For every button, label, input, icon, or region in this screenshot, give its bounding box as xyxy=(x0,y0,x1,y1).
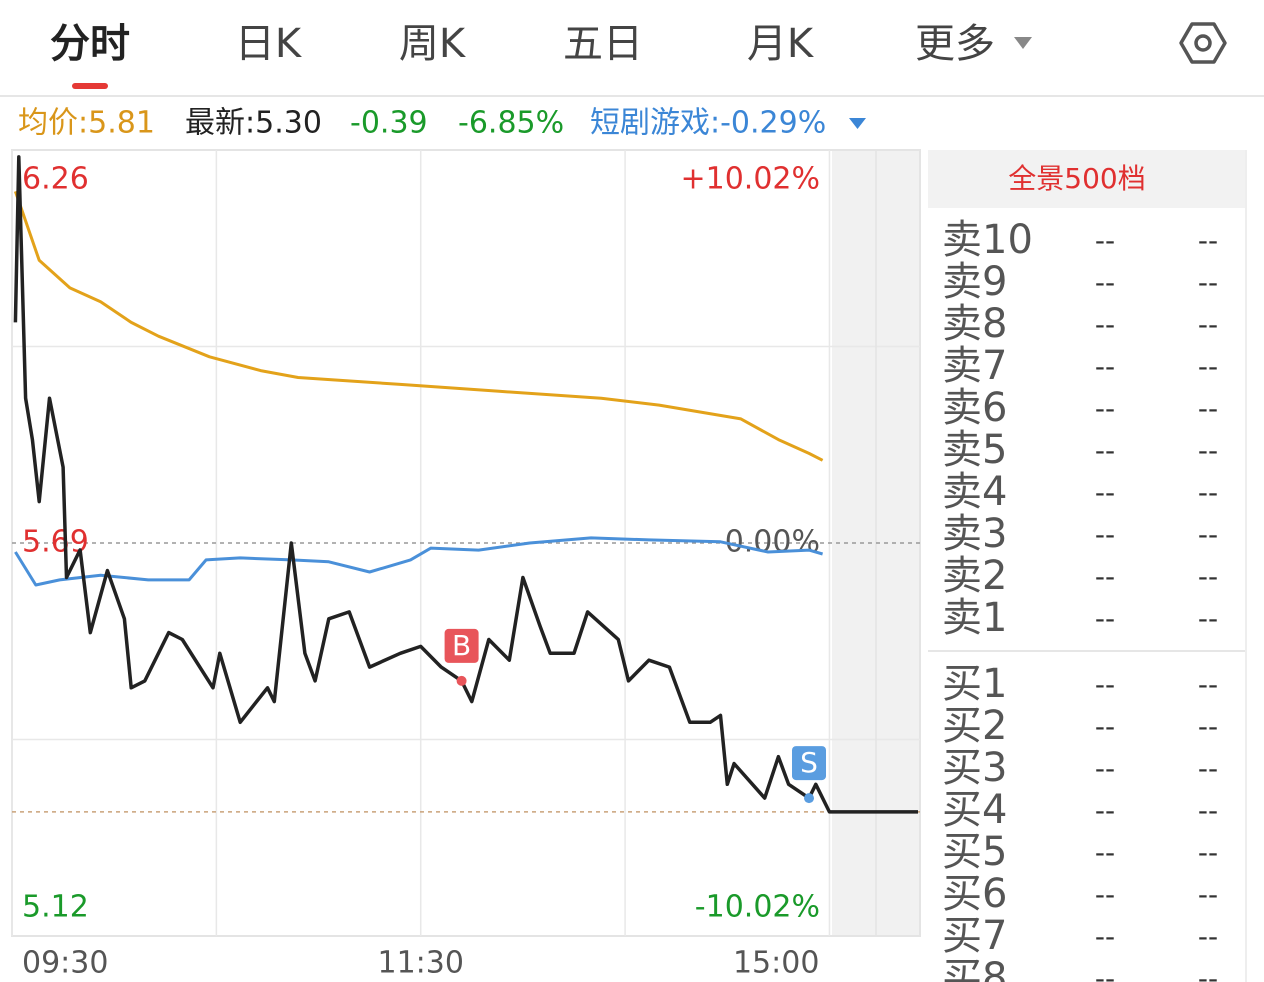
x-tick-label: 15:00 xyxy=(733,946,819,981)
order-volume: -- xyxy=(1198,308,1218,341)
order-price: -- xyxy=(1095,878,1115,911)
order-label: 买2 xyxy=(942,703,1007,749)
order-volume: -- xyxy=(1198,518,1218,551)
order-volume: -- xyxy=(1198,266,1218,299)
order-price: -- xyxy=(1095,602,1115,635)
tab[interactable]: 分时 xyxy=(50,21,130,67)
y-tick-label: 6.26 xyxy=(22,162,89,197)
order-volume: -- xyxy=(1198,962,1218,982)
settings-dot xyxy=(1194,34,1212,52)
order-price: -- xyxy=(1095,962,1115,982)
trade-point xyxy=(456,675,467,686)
order-volume: -- xyxy=(1198,560,1218,593)
order-price: -- xyxy=(1095,350,1115,383)
order-price: -- xyxy=(1095,710,1115,743)
order-volume: -- xyxy=(1198,224,1218,257)
latest-price: 最新:5.30 xyxy=(185,106,322,141)
x-tick-label: 09:30 xyxy=(22,946,108,981)
order-label: 买4 xyxy=(942,787,1007,833)
change-pct: -6.85% xyxy=(458,106,564,141)
order-label: 卖5 xyxy=(942,427,1007,473)
tab[interactable]: 更多 xyxy=(915,21,995,67)
dropdown-icon[interactable] xyxy=(849,118,866,129)
order-label: 卖2 xyxy=(942,553,1007,599)
order-price: -- xyxy=(1095,308,1115,341)
order-label: 买3 xyxy=(942,745,1007,791)
order-volume: -- xyxy=(1198,920,1218,953)
y2-tick-label: +10.02% xyxy=(680,162,820,197)
order-price: -- xyxy=(1095,392,1115,425)
order-price: -- xyxy=(1095,794,1115,827)
series-line xyxy=(13,155,918,814)
order-book-title[interactable]: 全景500档 xyxy=(1008,162,1145,195)
order-volume: -- xyxy=(1198,350,1218,383)
y2-tick-label: -10.02% xyxy=(695,890,820,925)
x-tick-label: 11:30 xyxy=(377,946,463,981)
order-volume: -- xyxy=(1198,878,1218,911)
trade-badge xyxy=(444,628,479,663)
y2-tick-label: 0.00% xyxy=(725,525,820,560)
order-price: -- xyxy=(1095,434,1115,467)
settings-hex xyxy=(1179,22,1227,64)
y-tick-label: 5.12 xyxy=(22,890,89,925)
order-label: 卖3 xyxy=(942,511,1007,557)
tab[interactable]: 五日 xyxy=(563,21,643,67)
order-price: -- xyxy=(1095,920,1115,953)
order-volume: -- xyxy=(1198,668,1218,701)
order-price: -- xyxy=(1095,668,1115,701)
order-price: -- xyxy=(1095,836,1115,869)
order-price: -- xyxy=(1095,560,1115,593)
order-label: 买6 xyxy=(942,871,1007,917)
order-label: 卖10 xyxy=(942,217,1033,263)
order-price: -- xyxy=(1095,476,1115,509)
dropdown-icon[interactable] xyxy=(1014,37,1032,49)
order-volume: -- xyxy=(1198,392,1218,425)
order-price: -- xyxy=(1095,266,1115,299)
order-label: 卖8 xyxy=(942,301,1007,347)
trade-label: S xyxy=(800,746,818,779)
order-book-header xyxy=(928,150,1246,208)
trade-label: B xyxy=(452,629,471,662)
average-price: 均价:5.81 xyxy=(18,106,155,141)
order-volume: -- xyxy=(1198,836,1218,869)
order-price: -- xyxy=(1095,224,1115,257)
sector-index[interactable]: 短剧游戏:-0.29% xyxy=(590,106,826,141)
order-book: 卖10 -- -- 卖9 -- -- 卖8 -- -- 卖7 -- -- 卖6 -- -- 卖5 -- -- 卖4 -… xyxy=(942,217,1218,982)
order-label: 卖7 xyxy=(942,343,1007,389)
order-label: 卖6 xyxy=(942,385,1007,431)
series-line xyxy=(14,536,824,587)
order-volume: -- xyxy=(1198,752,1218,785)
order-label: 买8 xyxy=(942,955,1007,982)
order-label: 卖4 xyxy=(942,469,1007,515)
order-volume: -- xyxy=(1198,602,1218,635)
order-volume: -- xyxy=(1198,794,1218,827)
order-label: 卖9 xyxy=(942,259,1007,305)
order-volume: -- xyxy=(1198,434,1218,467)
tab[interactable]: 月K xyxy=(747,21,815,67)
order-volume: -- xyxy=(1198,476,1218,509)
trade-point xyxy=(804,793,815,804)
tab-indicator xyxy=(72,83,108,89)
change: -0.39 xyxy=(350,106,428,141)
tab[interactable]: 日K xyxy=(235,21,303,67)
order-label: 买7 xyxy=(942,913,1007,959)
tab[interactable]: 周K xyxy=(399,21,467,67)
settings-icon[interactable] xyxy=(1179,22,1227,64)
trade-badge xyxy=(792,746,827,781)
series-line xyxy=(13,190,824,462)
order-price: -- xyxy=(1095,752,1115,785)
order-label: 买5 xyxy=(942,829,1007,875)
chart: 6.265.695.12+10.02%0.00%-10.02%BS xyxy=(11,149,921,937)
order-volume: -- xyxy=(1198,710,1218,743)
order-label: 卖1 xyxy=(942,595,1007,641)
order-price: -- xyxy=(1095,518,1115,551)
order-label: 买1 xyxy=(942,661,1007,707)
